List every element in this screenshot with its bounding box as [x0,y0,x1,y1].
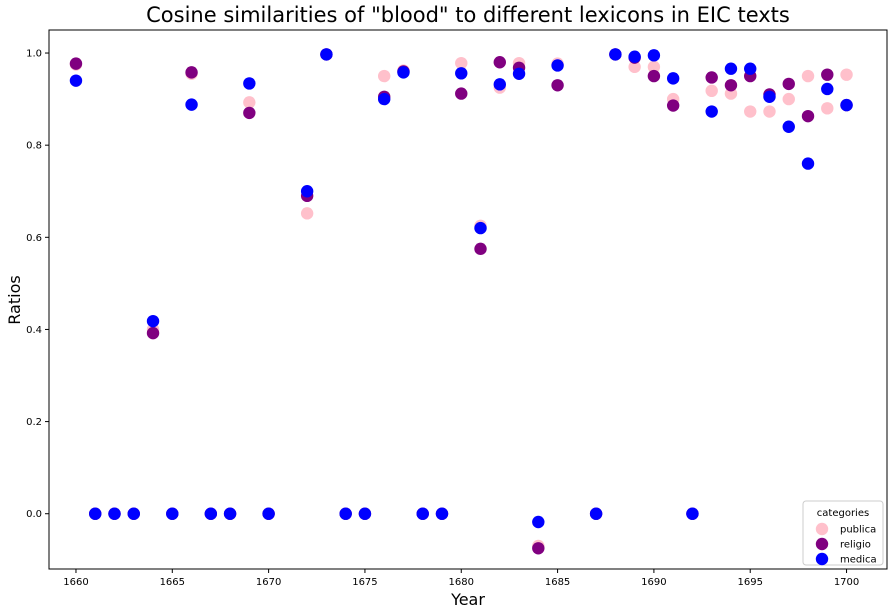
x-tick-label: 1665 [160,577,185,588]
x-tick-label: 1660 [63,577,88,588]
data-point-religio [647,69,661,83]
series-publica [69,48,853,553]
data-point-medica [532,515,545,529]
data-point-medica [666,72,680,85]
x-tick-label: 1680 [449,577,474,588]
data-point-publica [628,60,641,74]
y-tick-label: 0.4 [26,325,42,336]
data-point-religio [724,79,738,92]
y-tick-label: 0.0 [26,509,42,520]
data-point-medica [474,221,487,235]
x-tick-label: 1685 [545,577,570,588]
series-medica [69,48,853,529]
data-point-medica [166,507,179,520]
data-point-medica [223,507,237,520]
y-axis-label: Ratios [5,275,24,324]
legend-label-religio: religio [840,540,871,551]
data-point-medica [339,507,352,520]
data-point-medica [763,90,776,103]
data-point-medica [204,507,218,520]
data-point-religio [801,109,815,123]
data-point-religio [551,79,564,92]
data-point-medica [782,120,795,133]
data-point-medica [397,66,410,79]
data-point-publica [243,96,256,109]
x-tick-label: 1695 [737,577,762,588]
legend-marker-religio [815,537,829,551]
data-point-medica [89,507,102,520]
data-point-medica [493,78,506,91]
legend-marker-medica [815,552,829,566]
data-point-publica [763,105,776,118]
data-point-publica [378,69,391,83]
data-point-medica [108,507,121,520]
data-point-medica [300,185,314,198]
data-point-medica [724,62,738,75]
data-point-publica [782,92,795,106]
data-point-medica [416,507,429,520]
y-tick-label: 0.2 [26,417,42,428]
data-point-religio [532,542,545,555]
legend-label-publica: publica [840,525,876,536]
data-point-medica [589,507,603,520]
data-point-religio [705,71,718,84]
data-point-medica [185,98,198,111]
data-point-religio [455,87,468,100]
data-point-medica [628,50,641,63]
data-point-medica [609,48,622,61]
data-point-religio [666,99,680,112]
data-point-medica [378,92,391,106]
data-point-medica [801,157,815,170]
y-tick-label: 0.6 [26,233,42,244]
data-point-medica [262,507,275,520]
data-point-medica [840,98,853,112]
data-point-medica [512,67,526,80]
plot-frame [48,29,888,570]
data-point-religio [185,66,198,79]
data-point-medica [127,507,140,520]
data-point-medica [146,314,160,328]
data-point-medica [551,59,564,72]
data-point-medica [243,77,256,90]
data-point-publica [455,56,468,70]
legend-title: categories [817,508,869,519]
data-point-publica [647,60,661,74]
data-point-religio [474,242,487,256]
x-tick-label: 1690 [641,577,666,588]
y-tick-label: 0.8 [26,141,42,152]
x-tick-label: 1670 [256,577,281,588]
data-point-medica [744,62,757,75]
data-point-publica [300,207,314,220]
data-point-religio [146,326,160,340]
legend-marker-publica [815,522,829,536]
data-point-medica [358,507,372,520]
data-point-publica [744,105,757,118]
chart-title: Cosine similarities of "blood" to differ… [146,3,790,27]
data-point-religio [493,56,506,69]
data-point-medica [455,67,468,80]
legend: categories publica religio medica [802,500,884,566]
data-point-medica [821,82,834,96]
data-point-medica [705,105,718,118]
data-point-religio [69,57,83,70]
data-point-publica [821,102,834,115]
data-point-religio [821,68,834,81]
y-tick-label: 1.0 [26,49,42,60]
data-point-religio [243,106,256,120]
data-point-medica [69,74,83,87]
data-point-publica [705,84,718,98]
data-point-medica [686,507,699,520]
data-point-medica [647,49,661,62]
series-religio [69,48,853,555]
legend-label-medica: medica [840,555,877,566]
data-point-publica [801,69,815,83]
data-point-medica [320,48,333,61]
data-point-religio [782,77,795,91]
data-point-medica [435,507,449,520]
x-axis-label: Year [450,590,485,609]
data-point-publica [840,68,853,81]
x-tick-label: 1700 [834,577,859,588]
x-tick-label: 1675 [352,577,377,588]
